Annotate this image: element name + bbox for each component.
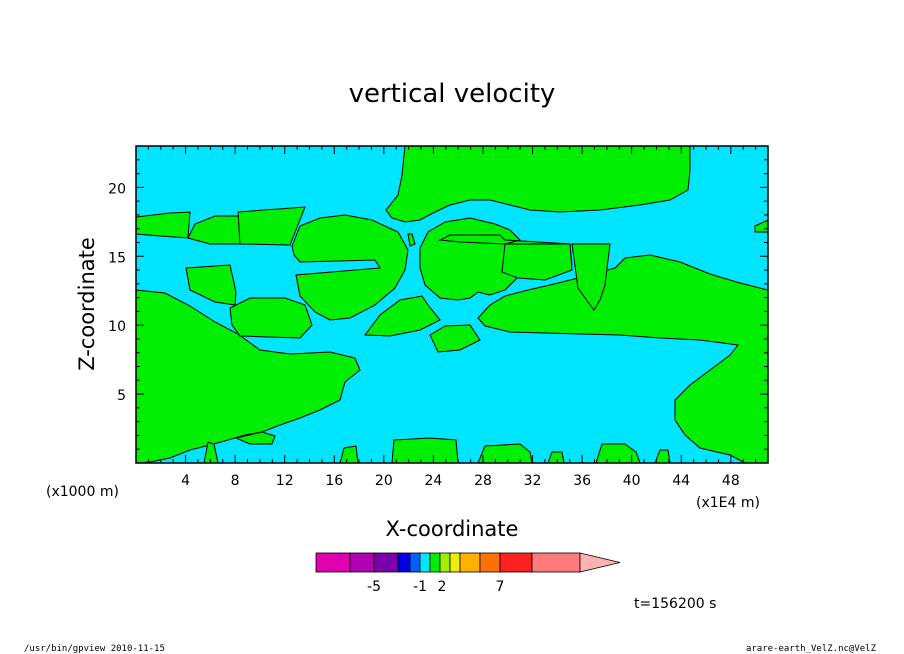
x-axis-title: X-coordinate xyxy=(386,517,519,541)
region-left-band xyxy=(135,211,191,239)
y-tick-label: 15 xyxy=(108,250,126,266)
y-tick-label: 20 xyxy=(108,181,126,197)
time-label: t=156200 s xyxy=(634,596,716,612)
region-island-f xyxy=(407,233,416,247)
x-tick-label: 4 xyxy=(181,473,190,489)
x-tick-label: 40 xyxy=(623,473,641,489)
plot-area xyxy=(135,145,769,464)
positive-regions xyxy=(135,145,769,464)
region-island-j xyxy=(571,243,611,311)
colorbar-label: 2 xyxy=(438,579,447,595)
y-unit-label: (x1000 m) xyxy=(46,484,119,500)
colorbar-swatch xyxy=(449,552,461,573)
region-circle xyxy=(291,214,409,321)
region-island-b xyxy=(237,206,306,246)
x-tick-label: 48 xyxy=(722,473,740,489)
x-tick-label: 36 xyxy=(573,473,591,489)
tick-marks xyxy=(136,146,768,463)
colorbar-swatch xyxy=(479,552,501,573)
colorbar-labels: -5 -1 2 7 xyxy=(367,579,504,595)
y-tick-label: 5 xyxy=(117,388,126,404)
colorbar-swatch xyxy=(315,552,351,573)
colorbar-swatch xyxy=(409,552,421,573)
colorbar-swatch xyxy=(419,552,431,573)
x-tick-label: 24 xyxy=(424,473,442,489)
colorbar-swatch xyxy=(439,552,451,573)
region-bottom-4 xyxy=(391,437,459,464)
region-bottom-5 xyxy=(477,443,533,464)
colorbar-swatch xyxy=(459,552,481,573)
region-lower-left xyxy=(135,289,361,464)
region-top-center xyxy=(385,145,691,223)
footer-right: arare-earth_VelZ.nc@VelZ xyxy=(746,644,877,654)
colorbar-swatch xyxy=(531,552,581,573)
x-tick-label: 44 xyxy=(672,473,690,489)
colorbar-label: -5 xyxy=(367,579,381,595)
region-island-e xyxy=(364,295,441,337)
x-tick-label: 28 xyxy=(474,473,492,489)
x-tick-label: 20 xyxy=(375,473,393,489)
colorbar-swatch xyxy=(373,552,399,573)
colorbar-swatch xyxy=(429,552,441,573)
region-island-g xyxy=(419,217,573,301)
plot-frame xyxy=(135,145,769,464)
region-island-h xyxy=(429,324,481,353)
footer-left: /usr/bin/gpview 2010-11-15 xyxy=(24,644,165,654)
region-right-band xyxy=(477,254,769,464)
y-tick-label: 10 xyxy=(108,319,126,335)
region-island-i xyxy=(501,243,573,281)
x-unit-label: (x1E4 m) xyxy=(696,495,760,511)
x-tick-label: 32 xyxy=(524,473,542,489)
region-bottom-2 xyxy=(234,431,276,445)
y-tick-labels: 5 10 15 20 xyxy=(108,181,126,404)
chart-title: vertical velocity xyxy=(349,79,556,109)
x-tick-label: 16 xyxy=(325,473,343,489)
y-axis-title: Z-coordinate xyxy=(75,237,99,371)
colorbar xyxy=(315,552,621,573)
x-tick-labels: 4 8 12 16 20 24 28 32 36 40 44 48 xyxy=(181,473,740,489)
region-island-d xyxy=(229,297,313,339)
colorbar-swatch xyxy=(349,552,375,573)
colorbar-swatch xyxy=(499,552,533,573)
colorbar-overflow-arrow xyxy=(579,552,621,573)
colorbar-label: 7 xyxy=(496,579,505,595)
colorbar-label: -1 xyxy=(413,579,427,595)
colorbar-swatch xyxy=(397,552,411,573)
x-tick-label: 8 xyxy=(231,473,240,489)
x-tick-label: 12 xyxy=(276,473,294,489)
